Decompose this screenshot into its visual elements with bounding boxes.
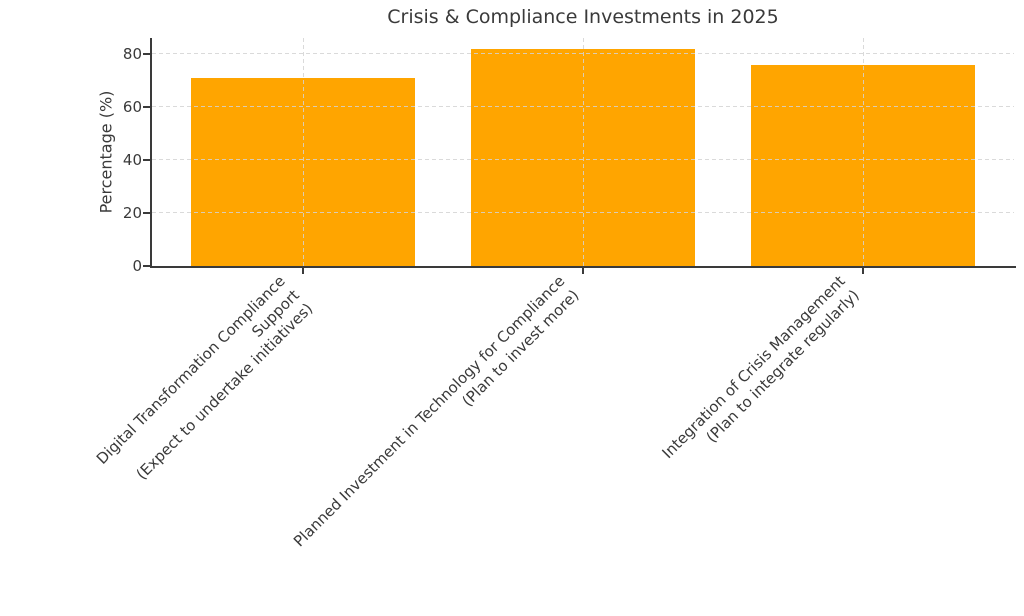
y-tick-label: 80 <box>122 44 142 63</box>
y-tick-mark <box>143 211 150 214</box>
x-tick-mark <box>582 268 584 274</box>
x-tick-label: Planned Investment in Technology for Com… <box>290 272 583 551</box>
gridline-vertical <box>582 38 584 266</box>
y-tick-label: 0 <box>132 257 142 275</box>
y-tick-label: 20 <box>122 203 142 222</box>
x-tick-label: Integration of Crisis Management (Plan t… <box>658 272 863 463</box>
x-tick-mark <box>302 268 304 274</box>
y-tick-mark <box>143 265 150 267</box>
y-tick-mark <box>143 158 150 161</box>
y-tick-label: 60 <box>122 97 142 116</box>
chart-title: Crisis & Compliance Investments in 2025 <box>387 6 779 28</box>
x-axis-spine <box>150 266 1016 268</box>
x-tick-mark <box>862 268 864 274</box>
y-axis-spine <box>150 38 152 268</box>
gridline-vertical <box>302 38 304 266</box>
gridline-vertical <box>862 38 864 266</box>
y-tick-mark <box>143 52 150 55</box>
y-tick-label: 40 <box>122 150 142 169</box>
x-tick-label: Digital Transformation Compliance Suppor… <box>92 272 317 484</box>
y-tick-mark <box>143 105 150 108</box>
